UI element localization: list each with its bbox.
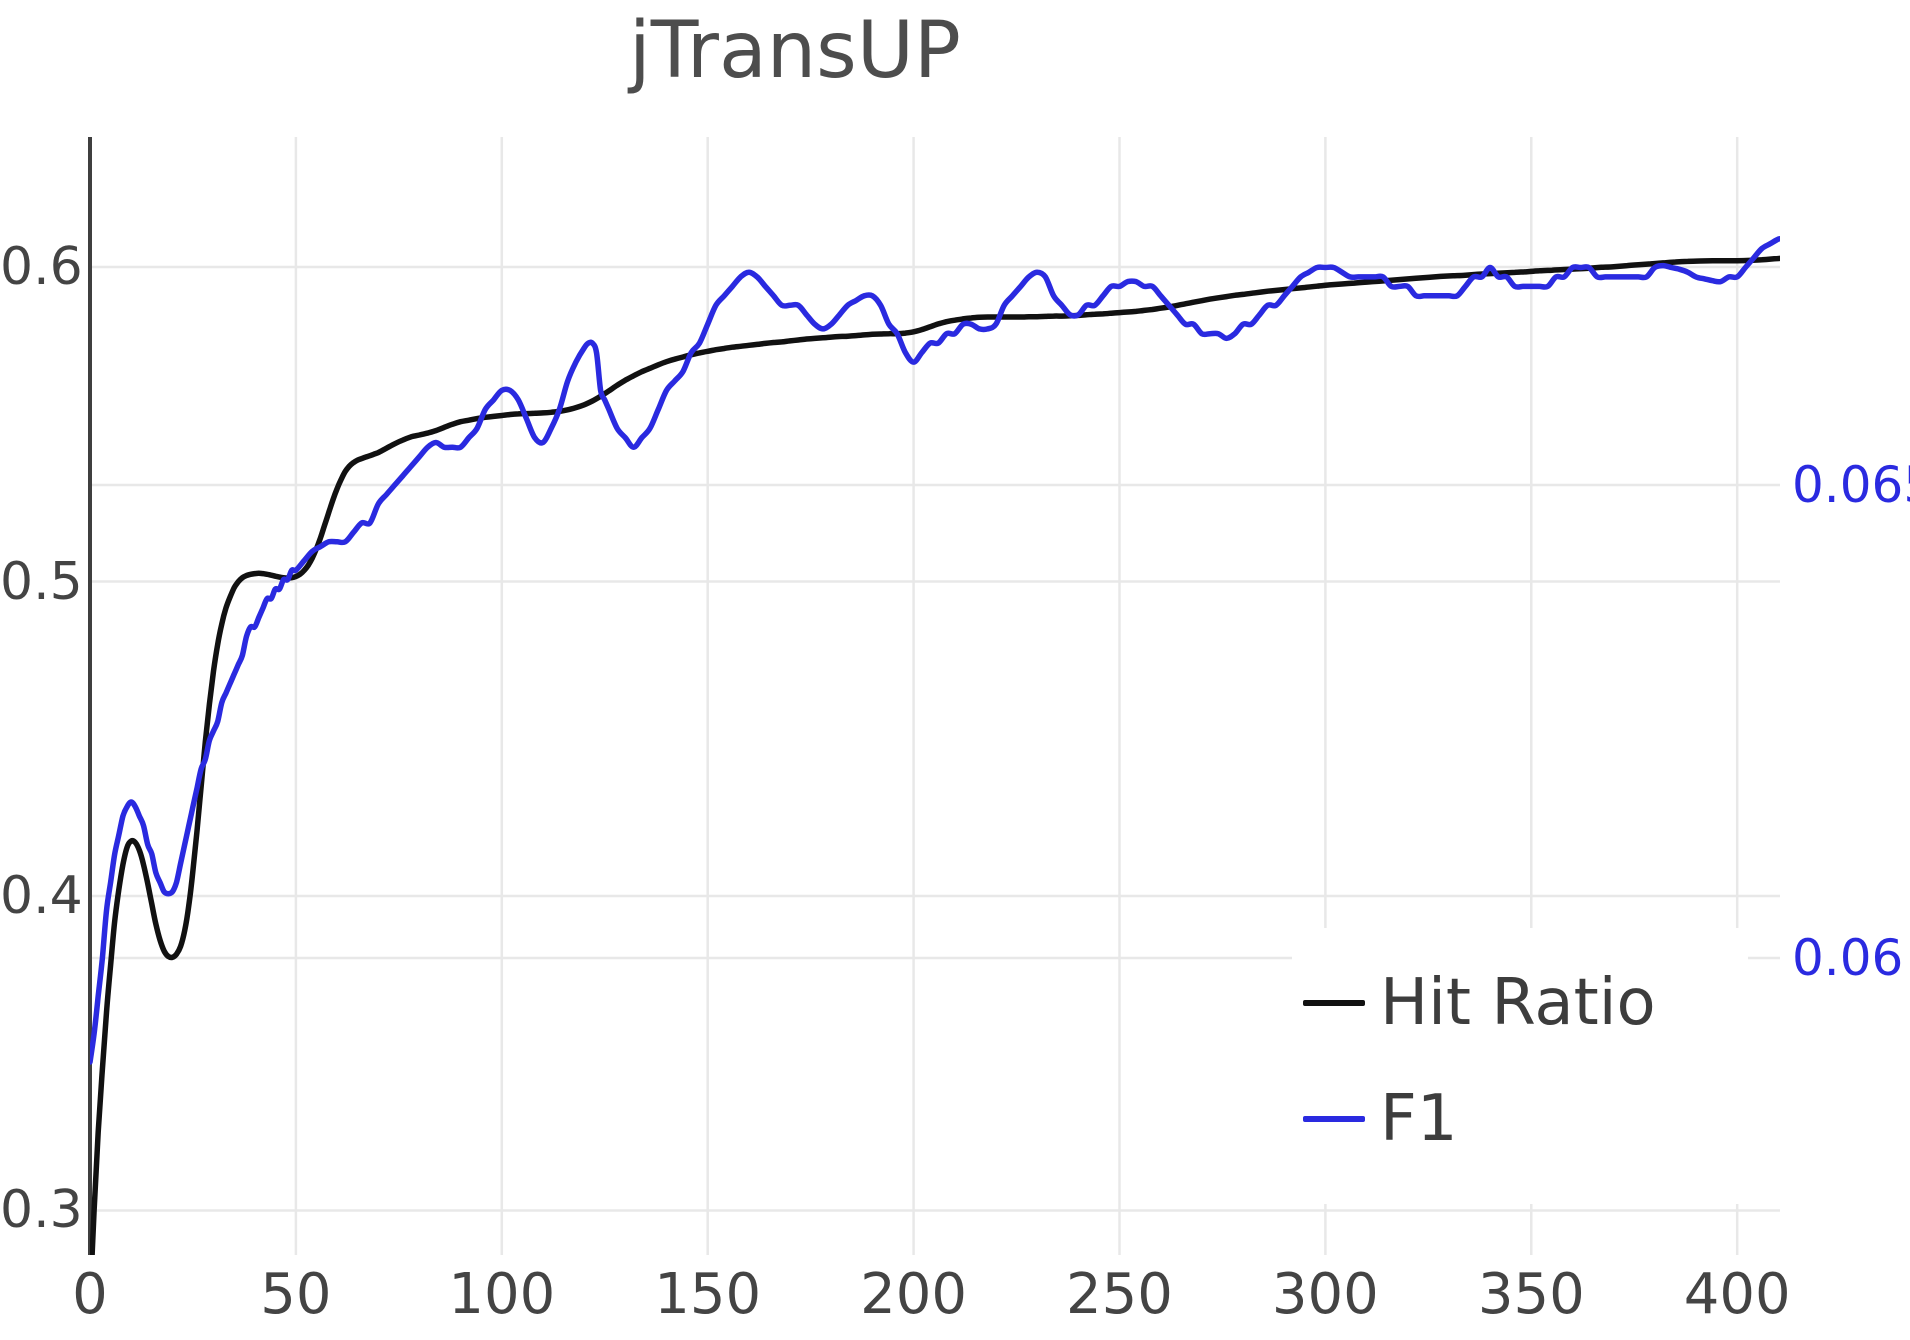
x-tick-label: 100 (448, 1262, 556, 1327)
f1-legend-line (1303, 1116, 1365, 1122)
legend-background (1292, 928, 1748, 1204)
x-tick-label: 50 (260, 1262, 332, 1327)
x-tick-label: 0 (72, 1262, 108, 1327)
hit-ratio-legend-line (1303, 1000, 1365, 1006)
x-tick-label: 200 (860, 1262, 968, 1327)
y-tick-label-left: 0.4 (0, 866, 83, 926)
chart-title: jTransUP (629, 6, 961, 96)
y-tick-label-right: 0.065 (1792, 456, 1910, 515)
x-tick-label: 150 (654, 1262, 762, 1327)
legend-item-f1[interactable]: F1 (1303, 1076, 1458, 1162)
y-tick-label-left: 0.6 (0, 237, 83, 297)
legend-item-hit-ratio[interactable]: Hit Ratio (1303, 960, 1656, 1046)
x-tick-label: 300 (1271, 1262, 1379, 1327)
x-tick-label: 250 (1066, 1262, 1173, 1327)
x-tick-label: 400 (1683, 1262, 1791, 1327)
f1-line (90, 236, 1780, 1065)
legend-label: Hit Ratio (1380, 966, 1656, 1040)
legend-label: F1 (1380, 1082, 1458, 1156)
hit-ratio-line (90, 255, 1780, 1255)
x-tick-label: 350 (1477, 1262, 1585, 1327)
y-tick-label-left: 0.5 (0, 551, 83, 612)
y-tick-label-left: 0.3 (0, 1180, 83, 1241)
y-tick-label-right: 0.06 (1792, 929, 1904, 988)
